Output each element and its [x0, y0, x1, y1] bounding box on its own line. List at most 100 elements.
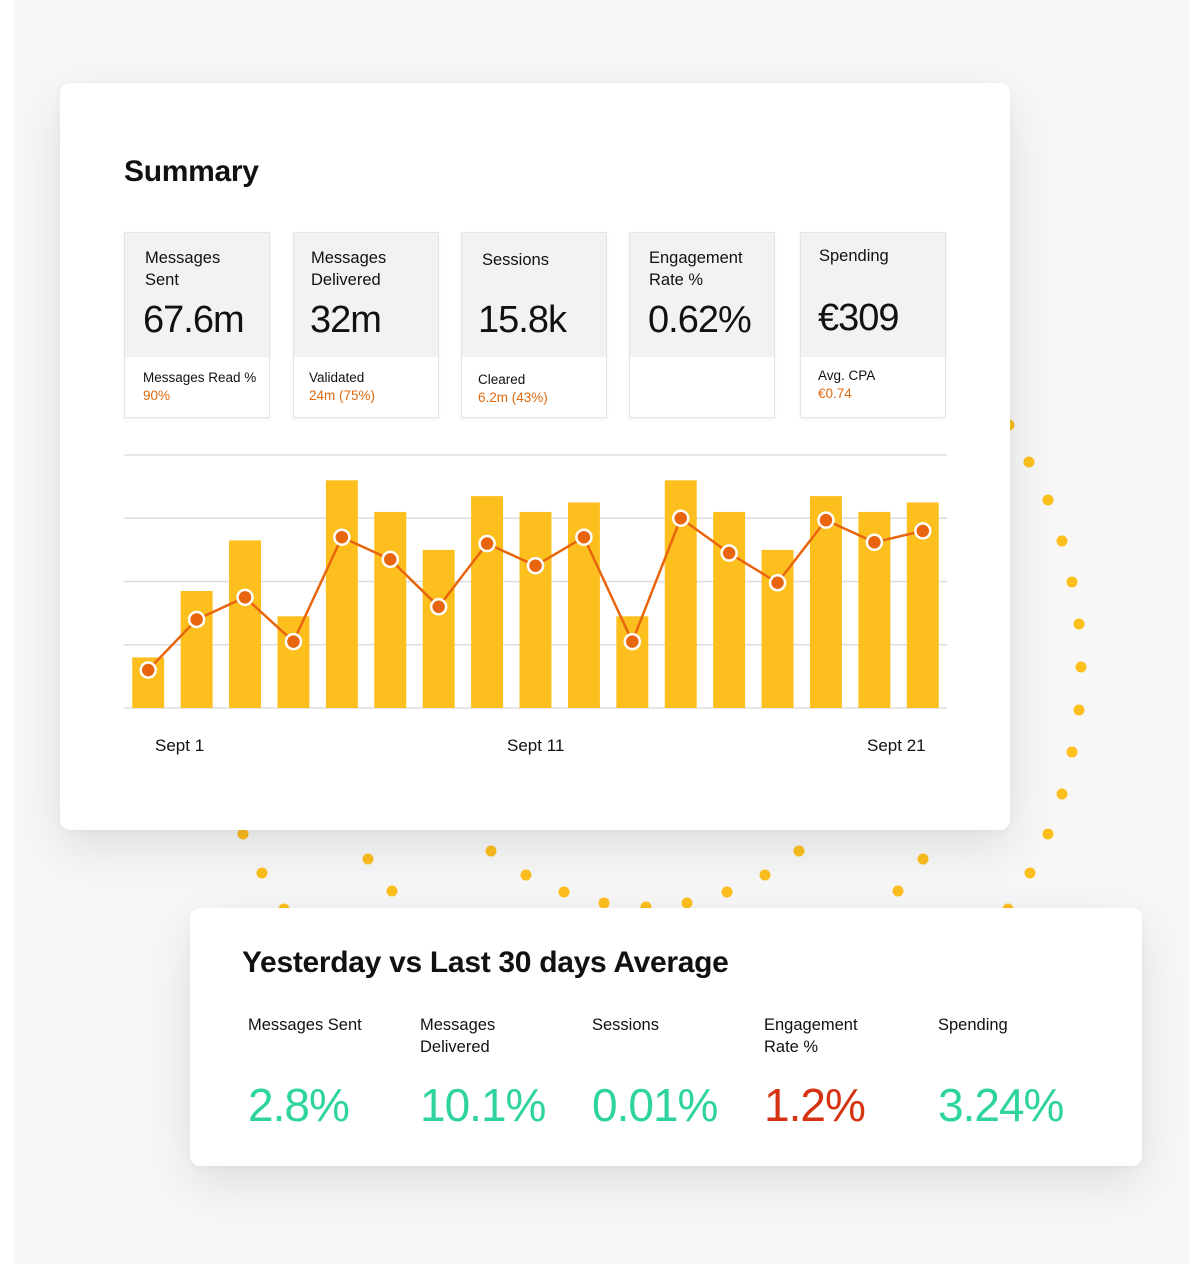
stat-label: Engagement Rate %	[649, 249, 743, 289]
decor-dot	[721, 886, 733, 898]
stat-sub-label: Messages Read %	[143, 370, 257, 385]
stat-card-header	[801, 233, 945, 357]
stat-card-engagement-rate[interactable]: Engagement Rate % 0.62%	[629, 232, 775, 418]
decor-dot	[892, 885, 904, 897]
comparison-item-spending[interactable]: Spending 3.24%	[938, 1014, 1088, 1132]
line-point	[914, 522, 932, 540]
stat-value: 32m	[310, 299, 382, 341]
stat-value: 67.6m	[143, 299, 245, 341]
stat-card-messages-delivered[interactable]: Messages Delivered 32m Validated 24m (75…	[293, 232, 439, 418]
summary-title: Summary	[124, 155, 259, 188]
line-point	[139, 661, 157, 679]
summary-card: Summary Messages Sent 67.6m Messages Rea…	[60, 83, 1010, 830]
comparison-value: 10.1%	[420, 1079, 546, 1131]
comparison-value: 1.2%	[764, 1079, 866, 1131]
stat-card-sessions[interactable]: Sessions 15.8k Cleared 6.2m (43%)	[461, 232, 607, 418]
x-tick-label: Sept 21	[867, 736, 926, 755]
line-point	[187, 610, 206, 629]
decor-dot	[520, 869, 532, 881]
decor-dot	[759, 869, 771, 881]
stat-sub-value: 90%	[143, 388, 171, 403]
comparison-item-messages-delivered[interactable]: Messages Delivered 10.1%	[420, 1014, 570, 1132]
decor-dot	[485, 845, 497, 857]
decor-dot	[1066, 576, 1078, 588]
decor-dot	[386, 885, 398, 897]
stat-sub-label: Avg. CPA	[818, 368, 876, 383]
comparison-label: Spending	[938, 1016, 1008, 1034]
stat-value: €309	[818, 297, 900, 339]
line-point	[817, 511, 835, 529]
stat-label: Spending	[819, 247, 889, 265]
stat-card-header	[125, 233, 269, 357]
stat-sub-value: 6.2m (43%)	[478, 390, 548, 405]
decor-dot	[793, 845, 805, 857]
decor-dot	[681, 897, 693, 909]
decor-dot	[1023, 456, 1035, 468]
stat-label: Messages Delivered	[311, 249, 387, 289]
chart-bar	[519, 511, 552, 708]
stat-value: 15.8k	[478, 299, 567, 341]
chart-bar	[180, 590, 213, 708]
comparison-value: 3.24%	[938, 1079, 1064, 1131]
chart-bar	[616, 616, 649, 708]
stat-sub-value: €0.74	[818, 386, 852, 401]
line-point	[381, 550, 400, 569]
line-point	[429, 598, 448, 616]
stat-card-header	[630, 233, 774, 357]
decor-dot	[917, 853, 929, 865]
comparison-label: Messages Delivered	[420, 1016, 496, 1056]
comparison-item-messages-sent[interactable]: Messages Sent 2.8%	[248, 1014, 398, 1132]
decor-dot	[558, 886, 570, 898]
line-point	[671, 509, 690, 527]
line-point	[865, 533, 884, 552]
line-point	[575, 528, 593, 546]
comparison-value: 2.8%	[248, 1079, 350, 1131]
stat-card-header	[462, 233, 606, 357]
line-point	[284, 632, 303, 651]
chart-bar	[713, 511, 746, 708]
stat-card-spending[interactable]: Spending €309 Avg. CPA €0.74	[800, 232, 946, 418]
stat-label: Messages Sent	[145, 249, 221, 289]
decor-dot	[1066, 746, 1078, 758]
chart-bar	[471, 496, 504, 708]
chart-bar	[229, 540, 262, 708]
chart-bar	[761, 549, 794, 708]
decor-dot	[598, 897, 610, 909]
stat-sub-label: Cleared	[478, 372, 526, 387]
line-point	[236, 588, 254, 607]
comparison-label: Sessions	[592, 1016, 659, 1034]
chart-bar	[809, 496, 842, 708]
line-point	[720, 544, 738, 562]
daily-chart	[124, 454, 947, 709]
x-tick-label: Sept 1	[155, 736, 205, 755]
comparison-value: 0.01%	[592, 1079, 718, 1131]
comparison-item-sessions[interactable]: Sessions 0.01%	[592, 1014, 742, 1132]
stat-card-header	[294, 233, 438, 357]
decor-dot	[1056, 535, 1068, 547]
decor-dot	[1073, 618, 1085, 630]
stat-sub-value: 24m (75%)	[309, 388, 376, 403]
chart-bar	[325, 480, 358, 708]
chart-bar	[374, 511, 407, 708]
decor-dot	[1075, 661, 1087, 673]
decor-dot	[256, 867, 268, 879]
stat-value: 0.62%	[648, 299, 752, 341]
chart-bar	[422, 549, 455, 708]
comparison-title: Yesterday vs Last 30 days Average	[242, 946, 729, 979]
decor-dot	[1056, 788, 1068, 800]
comparison-label: Messages Sent	[248, 1016, 362, 1034]
decor-dot	[362, 853, 374, 865]
comparison-label: Engagement Rate %	[764, 1016, 858, 1056]
decor-dot	[1073, 704, 1085, 716]
decor-dot	[1042, 494, 1054, 506]
line-point	[623, 632, 642, 651]
decor-dot	[1042, 828, 1054, 840]
line-point	[333, 528, 351, 546]
line-point	[526, 556, 545, 575]
stat-label: Sessions	[482, 251, 549, 269]
decor-dot	[1024, 867, 1036, 879]
comparison-item-engagement-rate[interactable]: Engagement Rate % 1.2%	[764, 1014, 914, 1132]
x-tick-label: Sept 11	[507, 736, 565, 755]
line-point	[478, 534, 496, 553]
stat-card-messages-sent[interactable]: Messages Sent 67.6m Messages Read % 90%	[124, 232, 270, 418]
